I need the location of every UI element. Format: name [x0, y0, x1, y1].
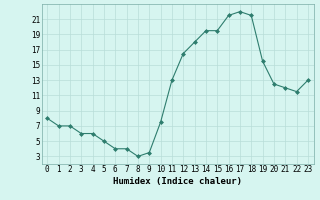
- X-axis label: Humidex (Indice chaleur): Humidex (Indice chaleur): [113, 177, 242, 186]
